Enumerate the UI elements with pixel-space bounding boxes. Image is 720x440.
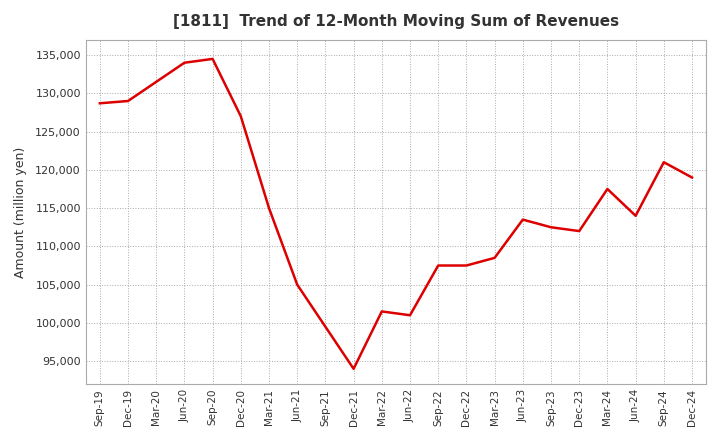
Title: [1811]  Trend of 12-Month Moving Sum of Revenues: [1811] Trend of 12-Month Moving Sum of R…	[173, 14, 619, 29]
Y-axis label: Amount (million yen): Amount (million yen)	[14, 147, 27, 278]
